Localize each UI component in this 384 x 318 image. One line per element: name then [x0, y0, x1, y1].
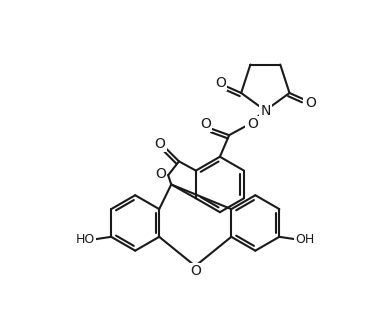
Text: O: O — [247, 117, 258, 131]
Text: N: N — [260, 104, 270, 118]
Text: OH: OH — [295, 233, 314, 245]
Text: O: O — [154, 137, 165, 151]
Text: O: O — [200, 117, 211, 131]
Text: O: O — [215, 76, 226, 90]
Text: HO: HO — [75, 233, 94, 245]
Text: O: O — [190, 265, 201, 279]
Text: O: O — [305, 96, 316, 110]
Text: O: O — [155, 168, 166, 182]
